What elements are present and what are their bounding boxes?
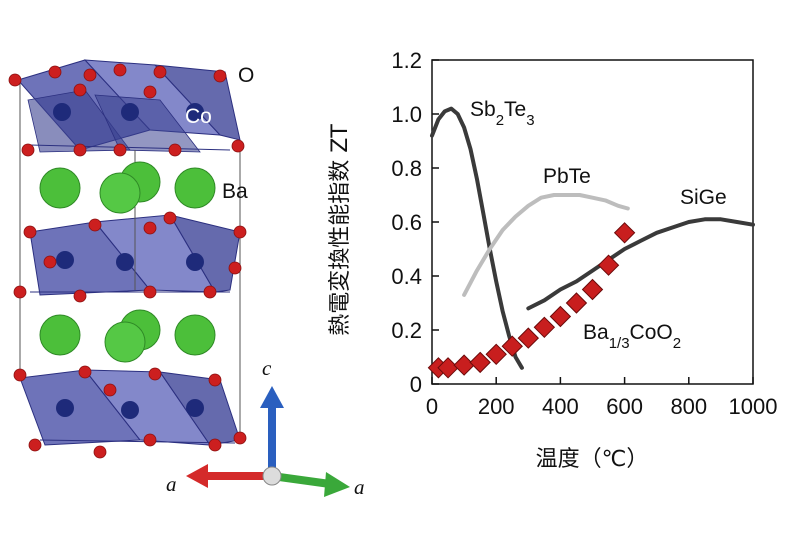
crystal-axes: c a a (166, 356, 365, 499)
axis-a-left-label: a (166, 472, 177, 496)
axis-c-arrow (260, 386, 284, 408)
ba-coo2-point (517, 327, 540, 349)
y-tick-label: 0 (410, 372, 422, 397)
x-tick-label: 800 (670, 394, 707, 419)
series-line-pbte (462, 193, 630, 297)
axis-a-right-arrow (324, 472, 350, 497)
oxygen-label: O (238, 64, 254, 87)
y-tick-label: 0.4 (391, 264, 422, 289)
x-axis: 0 200 400 600 800 1000 (426, 377, 778, 419)
oxygen-atoms (8, 63, 247, 459)
series-label-sb2te3: Sb2Te3 (470, 98, 535, 129)
ba-coo2-point (453, 354, 475, 376)
barium-label: Ba (222, 180, 248, 203)
crystal-structure: O Co Ba c a a (8, 59, 365, 499)
y-axis: 0 0.2 0.4 0.6 0.8 1.0 1.2 (391, 48, 439, 397)
ba-coo2-point (469, 351, 491, 374)
axis-origin (262, 466, 282, 486)
y-tick-label: 0.8 (391, 156, 422, 181)
series-lines (430, 106, 755, 370)
ba-coo2-point (533, 316, 556, 339)
axis-a-right-label: a (354, 475, 365, 499)
y-tick-label: 1.2 (391, 48, 422, 73)
series-line-sb2te3 (430, 106, 524, 370)
x-tick-label: 0 (426, 394, 438, 419)
cobalt-atoms (53, 103, 204, 419)
barium-atoms (39, 161, 216, 363)
axis-a-left-arrow (186, 464, 208, 488)
ba-coo2-markers (427, 222, 636, 379)
x-axis-title: 温度（℃） (536, 447, 649, 472)
ba-coo2-point (581, 278, 604, 301)
ba-coo2-point (485, 343, 507, 366)
y-axis-title: 熱電変換性能指数 ZT (328, 124, 353, 336)
series-line-sige (526, 217, 755, 311)
y-tick-label: 1.0 (391, 102, 422, 127)
y-tick-label: 0.6 (391, 210, 422, 235)
cobalt-label: Co (185, 105, 212, 128)
zt-chart: 0 200 400 600 800 1000 0 0.2 0.4 0.6 0.8 1.0 1.2 熱電… (328, 48, 777, 472)
x-tick-label: 400 (542, 394, 579, 419)
ba-coo2-point (565, 292, 588, 314)
ba-coo2-point (613, 222, 636, 244)
series-label-pbte: PbTe (543, 165, 591, 188)
series-label-sige: SiGe (680, 186, 727, 209)
ba-coo2-point (549, 305, 572, 328)
series-label-ba-coo2: Ba1/3CoO2 (583, 321, 681, 352)
x-tick-label: 600 (606, 394, 643, 419)
ba-coo2-point (597, 254, 620, 276)
y-tick-label: 0.2 (391, 318, 422, 343)
x-tick-label: 200 (478, 394, 515, 419)
axis-c-label: c (262, 356, 272, 380)
x-tick-label: 1000 (729, 394, 778, 419)
ba-coo2-point (501, 335, 523, 357)
